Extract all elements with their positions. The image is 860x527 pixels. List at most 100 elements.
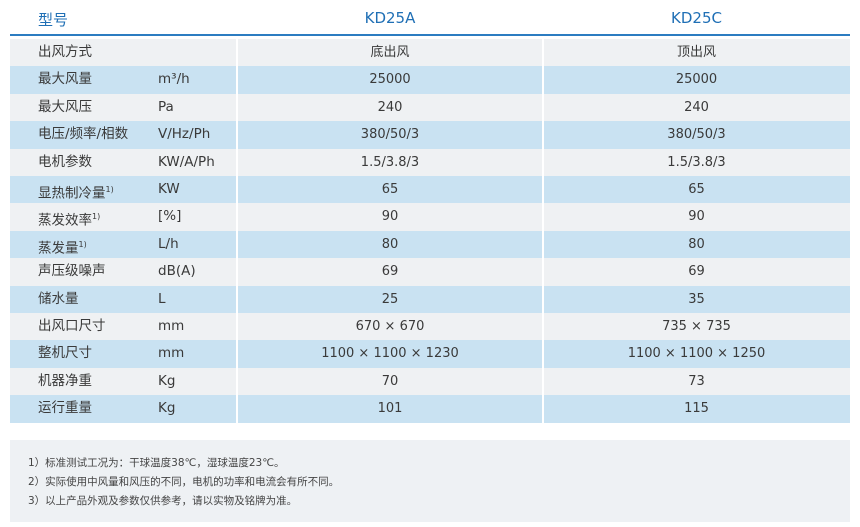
footnote-ref: 1) <box>78 239 87 249</box>
column-separator <box>542 39 544 67</box>
row-unit: Kg <box>158 400 176 417</box>
column-separator <box>236 340 238 368</box>
footnote: 2）实际使用中风量和风压的不同，电机的功率和电流会有所不同。 <box>28 476 340 488</box>
header-model: KD25C <box>671 9 722 27</box>
column-separator <box>236 66 238 94</box>
column-separator <box>542 66 544 94</box>
footnote: 3）以上产品外观及参数仅供参考，请以实物及铭牌为准。 <box>28 495 298 507</box>
table-row: 机器净重 Kg 70 73 <box>10 367 850 396</box>
column-separator <box>236 395 238 423</box>
row-unit: [%] <box>158 208 182 225</box>
cell-value: 35 <box>688 291 705 307</box>
column-separator <box>236 93 238 122</box>
row-unit: L/h <box>158 235 179 252</box>
column-separator <box>236 285 238 313</box>
cell-value: 1100 × 1100 × 1250 <box>627 346 766 362</box>
column-separator <box>236 148 238 176</box>
cell-value: 90 <box>381 209 399 225</box>
table-row: 最大风压 Pa 240 240 <box>10 93 850 122</box>
row-unit: mm <box>158 318 185 334</box>
column-separator <box>542 230 544 259</box>
row-name: 显热制冷量1) <box>38 185 114 202</box>
row-name: 出风口尺寸 <box>38 318 106 334</box>
cell-value: 69 <box>381 264 399 280</box>
cell-value: 240 <box>684 99 709 115</box>
column-separator <box>542 285 544 313</box>
table-row: 出风口尺寸 mm 670 × 670 735 × 735 <box>10 313 850 341</box>
column-separator <box>542 148 544 176</box>
column-separator <box>236 367 238 396</box>
row-unit: KW/A/Ph <box>158 153 215 170</box>
cell-value: 101 <box>377 401 403 417</box>
table-row: 电压/频率/相数 V/Hz/Ph 380/50/3 380/50/3 <box>10 121 850 149</box>
cell-value: 380/50/3 <box>360 127 420 143</box>
row-name: 声压级噪声 <box>38 263 106 280</box>
row-unit: V/Hz/Ph <box>158 126 211 143</box>
cell-value: 115 <box>684 401 709 417</box>
row-name: 蒸发效率1) <box>38 212 101 229</box>
row-unit: dB(A) <box>158 263 196 280</box>
row-unit: L <box>158 290 166 307</box>
column-separator <box>236 203 238 231</box>
cell-value: 65 <box>381 182 399 197</box>
cell-value: 1.5/3.8/3 <box>667 154 726 170</box>
header-model: KD25A <box>364 9 416 27</box>
table-row: 蒸发量1) L/h 80 80 <box>10 230 850 259</box>
header-label: 型号 <box>38 11 69 29</box>
footnote: 1）标准测试工况为：干球温度38℃，湿球温度23℃。 <box>28 457 285 469</box>
table-row: 声压级噪声 dB(A) 69 69 <box>10 258 850 286</box>
row-name: 运行重量 <box>38 400 92 417</box>
row-name: 储水量 <box>38 290 79 307</box>
row-name: 蒸发量1) <box>38 239 87 257</box>
row-name: 整机尺寸 <box>38 345 92 362</box>
column-separator <box>542 340 544 368</box>
column-separator <box>236 176 238 204</box>
row-name: 机器净重 <box>38 372 92 389</box>
column-separator <box>236 39 238 67</box>
cell-value: 25 <box>381 291 399 307</box>
cell-value: 顶出风 <box>676 45 716 60</box>
column-separator <box>236 121 238 149</box>
table-row: 储水量 L 25 35 <box>10 285 850 313</box>
cell-value: 65 <box>688 182 705 197</box>
column-separator <box>542 367 544 396</box>
row-name: 出风方式 <box>38 44 92 60</box>
cell-value: 735 × 735 <box>662 319 731 334</box>
table-row: 运行重量 Kg 101 115 <box>10 395 850 423</box>
table-row: 蒸发效率1) [%] 90 90 <box>10 203 850 231</box>
cell-value: 69 <box>688 264 705 280</box>
table-row: 显热制冷量1) KW 65 65 <box>10 176 850 204</box>
column-separator <box>542 203 544 231</box>
cell-value: 1100 × 1100 × 1230 <box>321 346 459 362</box>
cell-value: 240 <box>377 99 403 115</box>
row-unit: KW <box>158 181 180 197</box>
column-separator <box>542 395 544 423</box>
cell-value: 1.5/3.8/3 <box>360 154 420 170</box>
cell-value: 25000 <box>369 72 411 88</box>
row-unit: mm <box>158 345 185 362</box>
cell-value: 380/50/3 <box>667 127 726 143</box>
row-name: 电机参数 <box>38 153 92 170</box>
table-row: 电机参数 KW/A/Ph 1.5/3.8/3 1.5/3.8/3 <box>10 148 850 176</box>
cell-value: 73 <box>688 373 705 389</box>
table-row: 出风方式 底出风 顶出风 <box>10 39 850 67</box>
column-separator <box>542 176 544 204</box>
column-separator <box>542 93 544 122</box>
column-separator <box>236 258 238 286</box>
cell-value: 90 <box>688 209 705 225</box>
cell-value: 80 <box>381 236 399 252</box>
header-rule <box>10 34 850 36</box>
row-name: 最大风量 <box>38 71 92 88</box>
footnote-ref: 1) <box>92 212 101 222</box>
cell-value: 80 <box>688 236 705 252</box>
table-row: 最大风量 m³/h 25000 25000 <box>10 66 850 94</box>
cell-value: 25000 <box>675 72 718 88</box>
footnotes: 1）标准测试工况为：干球温度38℃，湿球温度23℃。 2）实际使用中风量和风压的不… <box>10 440 850 522</box>
row-unit: m³/h <box>158 71 190 88</box>
table-row: 整机尺寸 mm 1100 × 1100 × 1230 1100 × 1100 × 12… <box>10 340 850 368</box>
row-name: 电压/频率/相数 <box>38 126 129 143</box>
row-name: 最大风压 <box>38 98 92 115</box>
column-separator <box>236 313 238 341</box>
column-separator <box>542 258 544 286</box>
